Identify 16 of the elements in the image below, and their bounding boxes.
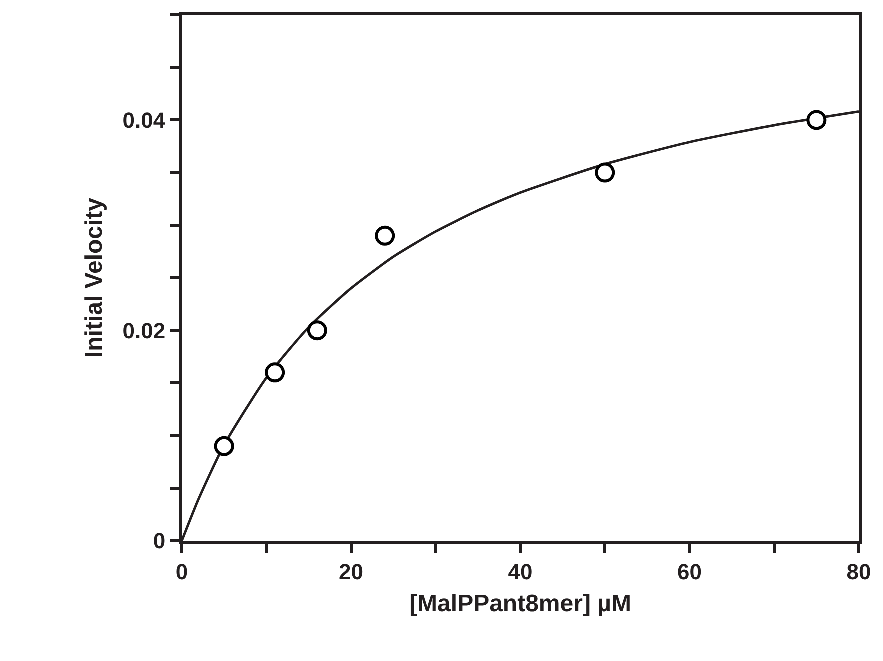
x-tick-label: 0 xyxy=(176,559,188,584)
point xyxy=(595,162,616,183)
x-tick-label: 60 xyxy=(678,559,702,584)
point xyxy=(806,110,827,130)
x-tick-label: 40 xyxy=(508,559,533,584)
point xyxy=(375,226,396,246)
point xyxy=(307,320,328,341)
point xyxy=(214,436,234,456)
y-axis-title: Initial Velocity xyxy=(80,197,108,358)
x-tick-label: 80 xyxy=(846,559,872,584)
x-tick-label: 20 xyxy=(339,559,364,584)
y-tick-label: 0 xyxy=(153,528,166,554)
point xyxy=(265,362,286,383)
x-axis-title: [MalPPant8mer] µM xyxy=(410,590,632,618)
y-tick-label: 0.02 xyxy=(122,318,166,344)
y-tick-label: 0.04 xyxy=(122,108,166,133)
